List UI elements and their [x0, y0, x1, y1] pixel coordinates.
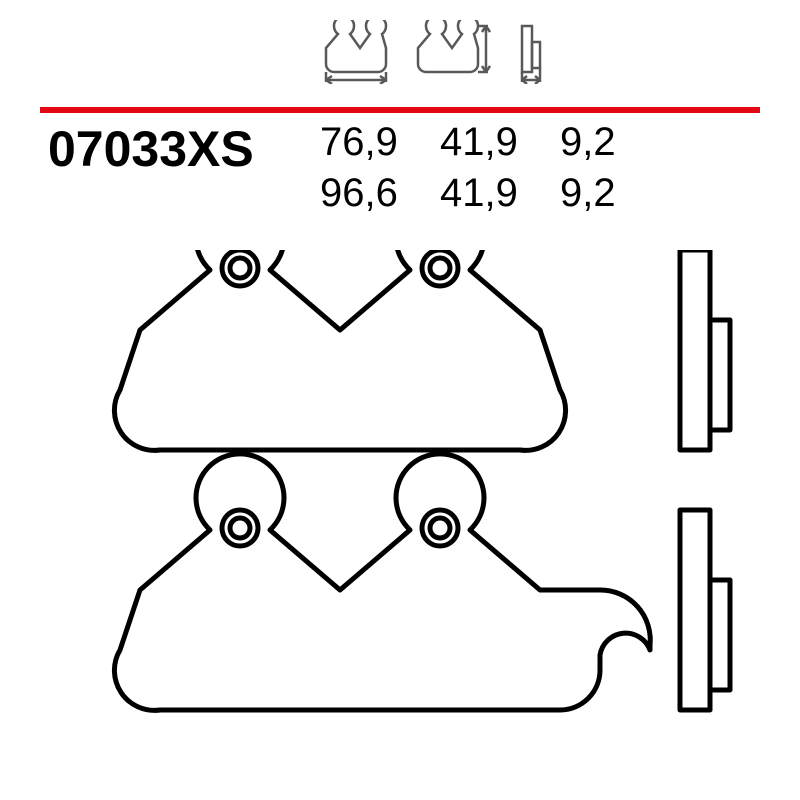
dim-r1-thick: 9,2: [560, 120, 640, 165]
pad-bottom-front: [114, 454, 650, 711]
dim-r2-thick: 9,2: [560, 171, 640, 216]
technical-drawing: [40, 250, 760, 780]
dim-r1-height: 41,9: [440, 120, 560, 165]
pad-bottom-side: [680, 510, 730, 710]
divider-line: [40, 100, 760, 106]
dim-r1-width: 76,9: [320, 120, 440, 165]
height-icon: [412, 20, 492, 89]
pad-top-front: [114, 250, 565, 450]
pad-top-side: [680, 250, 730, 450]
dim-r2-width: 96,6: [320, 171, 440, 216]
dim-r2-height: 41,9: [440, 171, 560, 216]
mounting-hole-icon: [222, 510, 258, 546]
part-number: 07033XS: [48, 120, 254, 178]
mounting-hole-icon: [222, 250, 258, 286]
mounting-hole-icon: [422, 250, 458, 286]
mounting-hole-icon: [422, 510, 458, 546]
spec-sheet: 07033XS 76,9 41,9 9,2 96,6 41,9 9,2: [0, 0, 800, 800]
thick-icon: [512, 20, 560, 89]
width-icon: [320, 20, 392, 89]
dimension-legend: [320, 20, 560, 89]
dimensions-table: 76,9 41,9 9,2 96,6 41,9 9,2: [320, 120, 640, 216]
